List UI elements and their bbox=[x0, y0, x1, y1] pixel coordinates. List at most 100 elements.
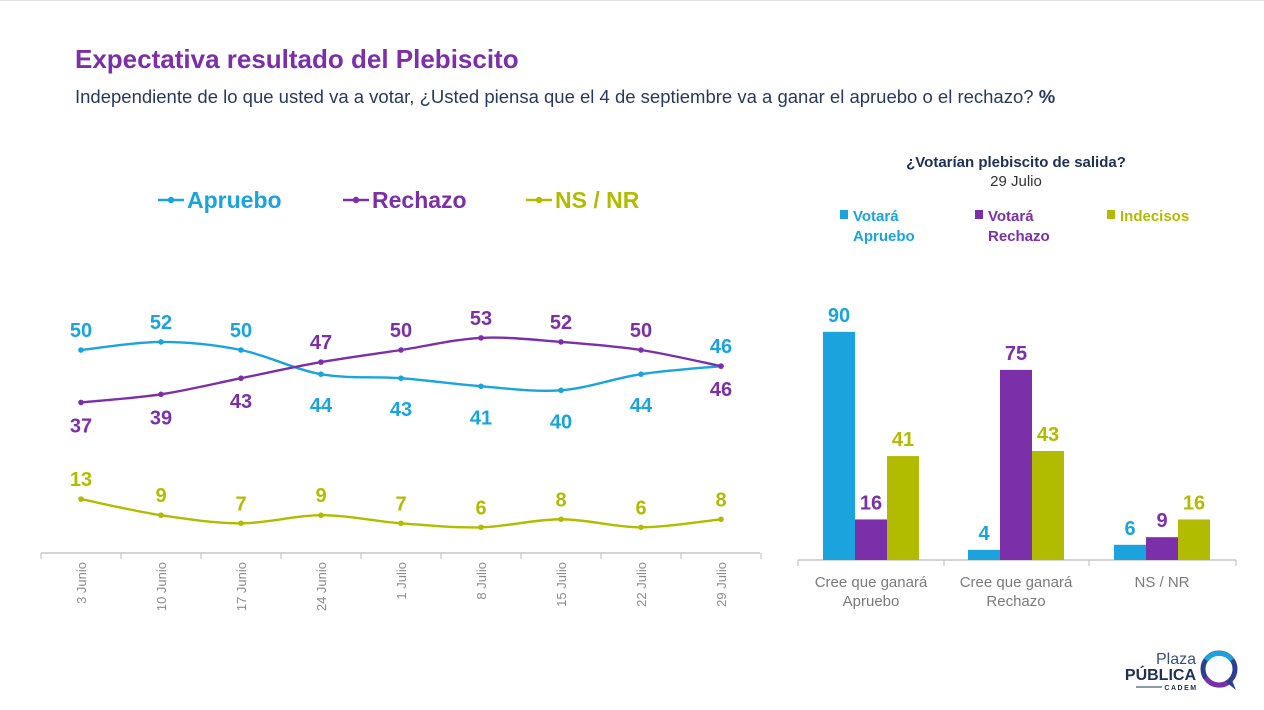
logo-arc-purple-icon bbox=[1203, 676, 1232, 688]
bar-value-label: 6 bbox=[1124, 518, 1135, 540]
series-apruebo-point bbox=[238, 347, 244, 353]
series-nsnr-point bbox=[318, 512, 324, 519]
data-label-nsnr: 8 bbox=[715, 489, 726, 511]
category-label-line2: Rechazo bbox=[986, 593, 1045, 610]
data-label-nsnr: 7 bbox=[235, 493, 246, 515]
series-apruebo-point bbox=[78, 347, 84, 353]
bar-chart-subtitle: 29 Julio bbox=[990, 173, 1042, 190]
category-label-line1: Cree que ganará bbox=[815, 574, 928, 591]
x-tick-label: 8 Julio bbox=[474, 562, 489, 600]
series-rechazo-point bbox=[638, 347, 644, 353]
x-tick-label: 3 Junio bbox=[74, 562, 89, 604]
data-label-apruebo: 50 bbox=[230, 320, 252, 342]
data-label-nsnr: 7 bbox=[395, 493, 406, 515]
bar-value-label: 4 bbox=[978, 523, 990, 545]
series-apruebo-point bbox=[398, 375, 404, 382]
data-label-rechazo: 50 bbox=[390, 320, 412, 342]
category-label-line2: Apruebo bbox=[843, 593, 900, 610]
legend-nsnr-marker bbox=[535, 196, 543, 204]
legend-apruebo-label: Apruebo bbox=[187, 187, 282, 213]
bar-chart-title: ¿Votarían plebiscito de salida? bbox=[906, 154, 1126, 171]
data-label-apruebo: 40 bbox=[550, 411, 572, 433]
data-label-nsnr: 13 bbox=[70, 469, 92, 491]
data-label-apruebo: 44 bbox=[630, 395, 653, 417]
data-label-rechazo: 53 bbox=[470, 308, 492, 330]
data-label-rechazo: 50 bbox=[630, 320, 652, 342]
bar-votara-apruebo bbox=[968, 549, 1000, 560]
logo-tail-icon bbox=[1226, 678, 1236, 690]
data-label-apruebo: 43 bbox=[390, 399, 412, 421]
bar-indecisos bbox=[887, 456, 919, 560]
series-apruebo-point bbox=[158, 339, 164, 345]
data-label-rechazo: 46 bbox=[710, 379, 732, 401]
x-tick-label: 10 Junio bbox=[154, 562, 169, 611]
category-label-line1: Cree que ganará bbox=[960, 574, 1073, 591]
subtitle-text: Independiente de lo que usted va a votar… bbox=[75, 86, 1034, 107]
series-apruebo-point bbox=[318, 371, 324, 377]
data-label-rechazo: 47 bbox=[310, 332, 332, 354]
x-tick-label: 29 Julio bbox=[714, 562, 729, 607]
legend-votara-rechazo-swatch bbox=[975, 210, 983, 219]
legend-apruebo-marker bbox=[167, 196, 175, 204]
series-nsnr-point bbox=[558, 516, 564, 523]
series-rechazo-point bbox=[78, 399, 84, 406]
data-label-apruebo: 41 bbox=[470, 407, 492, 429]
data-label-nsnr: 6 bbox=[635, 497, 646, 519]
logo-text-line1: Plaza bbox=[1156, 651, 1196, 668]
data-label-apruebo: 50 bbox=[70, 320, 92, 342]
data-label-apruebo: 46 bbox=[710, 336, 732, 358]
series-rechazo-point bbox=[478, 335, 484, 341]
bar-votara-apruebo bbox=[823, 331, 855, 560]
bar-value-label: 41 bbox=[892, 429, 914, 451]
series-apruebo-point bbox=[558, 387, 564, 394]
series-nsnr-point bbox=[158, 512, 164, 519]
x-tick-label: 24 Junio bbox=[314, 562, 329, 611]
series-rechazo-point bbox=[158, 391, 164, 398]
page-title: Expectativa resultado del Plebiscito bbox=[75, 44, 519, 74]
data-label-rechazo: 37 bbox=[70, 415, 92, 437]
data-label-nsnr: 8 bbox=[555, 489, 566, 511]
logo-text-line3: CADEM bbox=[1164, 685, 1197, 692]
legend-rechazo-marker bbox=[352, 196, 360, 204]
data-label-rechazo: 39 bbox=[150, 407, 172, 429]
category-label: NS / NR bbox=[1134, 574, 1189, 591]
legend-votara-apruebo-label-2: Apruebo bbox=[853, 228, 915, 245]
bar-votara-rechazo bbox=[855, 519, 887, 560]
bar-indecisos bbox=[1178, 519, 1210, 560]
x-tick-label: 17 Junio bbox=[234, 562, 249, 611]
page-subtitle: Independiente de lo que usted va a votar… bbox=[75, 86, 1055, 108]
bar-value-label: 43 bbox=[1037, 424, 1059, 446]
bar-indecisos bbox=[1032, 450, 1064, 560]
legend-indecisos-swatch bbox=[1107, 210, 1115, 219]
bar-value-label: 90 bbox=[828, 305, 850, 327]
bar-value-label: 9 bbox=[1156, 510, 1167, 532]
x-tick-label: 22 Julio bbox=[634, 562, 649, 607]
series-rechazo-point bbox=[238, 375, 244, 382]
series-nsnr-point bbox=[478, 524, 484, 531]
series-nsnr-point bbox=[78, 496, 84, 502]
legend-votara-apruebo-swatch bbox=[840, 210, 848, 219]
subtitle-unit: % bbox=[1038, 86, 1056, 107]
series-rechazo-point bbox=[558, 339, 564, 345]
bar-value-label: 16 bbox=[860, 492, 882, 514]
series-nsnr-point bbox=[718, 516, 724, 523]
data-label-apruebo: 52 bbox=[150, 312, 172, 334]
bar-votara-rechazo bbox=[1000, 369, 1032, 560]
legend-indecisos-label: Indecisos bbox=[1120, 208, 1189, 225]
bar-votara-apruebo bbox=[1114, 544, 1146, 560]
series-nsnr-point bbox=[638, 524, 644, 531]
series-apruebo-point bbox=[638, 371, 644, 377]
top-divider bbox=[0, 0, 1264, 1]
series-nsnr-point bbox=[238, 520, 244, 527]
series-rechazo-point bbox=[718, 363, 724, 369]
x-tick-label: 1 Julio bbox=[394, 562, 409, 600]
series-nsnr-point bbox=[398, 520, 404, 527]
data-label-nsnr: 6 bbox=[475, 497, 486, 519]
bar-value-label: 75 bbox=[1005, 343, 1027, 365]
data-label-nsnr: 9 bbox=[155, 485, 166, 507]
data-label-apruebo: 44 bbox=[310, 395, 333, 417]
legend-nsnr-label: NS / NR bbox=[555, 187, 640, 213]
bar-value-label: 16 bbox=[1183, 492, 1205, 514]
data-label-rechazo: 52 bbox=[550, 312, 572, 334]
